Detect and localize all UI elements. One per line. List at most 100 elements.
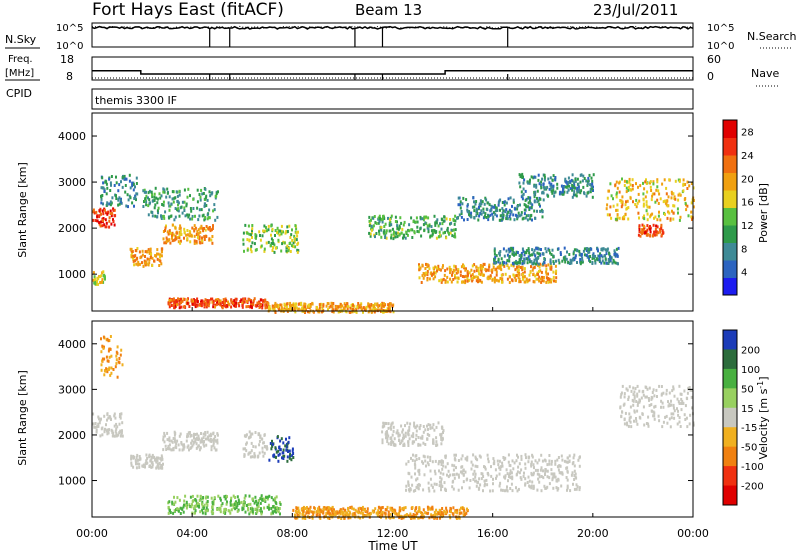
heatmap-cell xyxy=(179,512,182,515)
heatmap-cell xyxy=(524,216,527,220)
heatmap-cell xyxy=(572,461,575,464)
heatmap-cell xyxy=(521,194,524,198)
heatmap-cell xyxy=(241,301,244,305)
heatmap-cell xyxy=(132,183,135,187)
heatmap-cell xyxy=(552,186,555,190)
heatmap-cell xyxy=(670,399,672,403)
heatmap-cell xyxy=(519,255,522,259)
heatmap-cell xyxy=(594,261,597,265)
heatmap-cell xyxy=(203,440,205,443)
heatmap-cell xyxy=(248,232,251,236)
heatmap-cell xyxy=(498,484,501,488)
heatmap-cell xyxy=(291,228,293,232)
heatmap-cell xyxy=(514,268,517,272)
heatmap-cell xyxy=(598,258,601,262)
heatmap-cell xyxy=(250,233,253,237)
heatmap-cell xyxy=(521,275,524,279)
heatmap-cell xyxy=(499,250,502,253)
heatmap-cell xyxy=(167,501,170,505)
heatmap-cell xyxy=(445,510,448,514)
heatmap-cell xyxy=(300,303,302,307)
heatmap-cell xyxy=(149,247,152,251)
heatmap-cell xyxy=(625,200,627,204)
heatmap-cell xyxy=(522,187,525,191)
heatmap-cell xyxy=(156,215,159,219)
heatmap-cell xyxy=(502,209,505,213)
heatmap-cell xyxy=(200,224,203,228)
heatmap-cell xyxy=(185,204,188,208)
heatmap-cell xyxy=(480,212,483,216)
heatmap-cell xyxy=(422,461,425,465)
heatmap-cell xyxy=(594,254,597,258)
heatmap-cell xyxy=(255,499,258,503)
heatmap-cell xyxy=(374,306,376,310)
heatmap-cell xyxy=(194,498,197,501)
heatmap-cell xyxy=(480,271,483,275)
heatmap-cell xyxy=(187,434,189,438)
heatmap-cell xyxy=(241,508,244,512)
heatmap-cell xyxy=(265,446,268,450)
heatmap-cell xyxy=(436,512,439,516)
heatmap-cell xyxy=(439,268,442,272)
heatmap-cell xyxy=(273,453,276,457)
heatmap-cell xyxy=(490,208,493,212)
heatmap-cell xyxy=(518,280,521,284)
heatmap-cell xyxy=(506,214,508,218)
heatmap-cell xyxy=(384,421,387,425)
velocity-colorbar-segment xyxy=(723,368,737,389)
heatmap-cell xyxy=(536,247,539,251)
heatmap-cell xyxy=(352,307,354,311)
heatmap-cell xyxy=(195,239,198,243)
heatmap-cell xyxy=(216,215,219,219)
heatmap-cell xyxy=(443,509,446,513)
heatmap-cell xyxy=(262,497,265,501)
heatmap-cell xyxy=(642,202,645,206)
heatmap-cell xyxy=(680,408,683,412)
heatmap-cell xyxy=(438,279,441,283)
noise-search-line xyxy=(91,25,693,29)
heatmap-cell xyxy=(656,180,659,184)
heatmap-cell xyxy=(508,281,511,284)
heatmap-cell xyxy=(382,230,385,234)
heatmap-cell xyxy=(199,198,202,202)
heatmap-cell xyxy=(533,184,536,188)
heatmap-cell xyxy=(182,505,185,509)
heatmap-cell xyxy=(630,389,633,393)
heatmap-cell xyxy=(134,254,137,258)
heatmap-cell xyxy=(145,190,147,194)
heatmap-cell xyxy=(536,472,539,476)
heatmap-cell xyxy=(680,397,683,401)
heatmap-cell xyxy=(155,456,158,460)
heatmap-cell xyxy=(579,257,582,261)
heatmap-cell xyxy=(435,236,438,240)
heatmap-cell xyxy=(635,198,638,202)
heatmap-cell xyxy=(458,511,461,515)
heatmap-cell xyxy=(524,198,527,202)
heatmap-cell xyxy=(426,432,429,436)
heatmap-cell xyxy=(422,425,425,428)
heatmap-cell xyxy=(335,305,338,309)
heatmap-cell xyxy=(383,217,386,220)
heatmap-cell xyxy=(549,261,552,265)
heatmap-cell xyxy=(208,226,211,229)
heatmap-cell xyxy=(183,206,186,210)
heatmap-cell xyxy=(377,216,380,220)
heatmap-cell xyxy=(436,269,438,273)
heatmap-cell xyxy=(242,238,245,242)
heatmap-cell xyxy=(193,234,196,238)
heatmap-cell xyxy=(162,187,165,191)
freq-label-line1: Freq. xyxy=(8,54,33,65)
heatmap-cell xyxy=(649,226,652,230)
heatmap-cell xyxy=(591,195,594,199)
heatmap-cell xyxy=(551,178,554,182)
heatmap-cell xyxy=(501,464,504,468)
heatmap-cell xyxy=(515,265,518,269)
heatmap-cell xyxy=(188,234,191,238)
heatmap-cell xyxy=(165,239,168,243)
heatmap-cell xyxy=(109,212,112,215)
heatmap-cell xyxy=(479,279,482,282)
heatmap-cell xyxy=(524,462,527,466)
heatmap-cell xyxy=(449,218,452,221)
heatmap-cell xyxy=(291,449,294,453)
heatmap-cell xyxy=(199,241,202,245)
